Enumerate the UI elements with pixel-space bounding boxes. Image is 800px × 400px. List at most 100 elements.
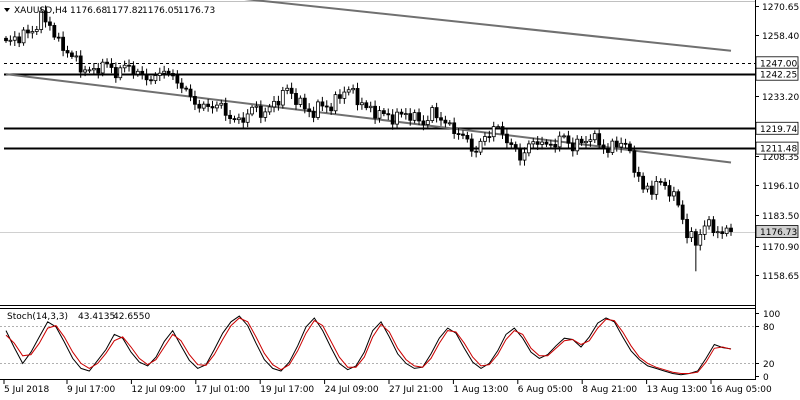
candle-body: [355, 88, 360, 106]
candle: [645, 182, 650, 193]
candle-body: [650, 185, 654, 195]
candle-body: [267, 106, 272, 113]
candle-body: [298, 97, 303, 105]
candle-body: [184, 87, 189, 90]
candle-body: [307, 108, 312, 112]
candle-body: [316, 101, 320, 118]
indicator-header: Stoch(14,3,3) 43.4135 42.6550: [7, 312, 150, 322]
candle-body: [395, 111, 399, 125]
candle-body: [280, 90, 285, 106]
candle-body: [452, 122, 457, 134]
candle-body: [228, 114, 232, 119]
candle-body: [505, 133, 509, 144]
price-tick-label: 1258.40: [762, 32, 799, 42]
candle: [447, 120, 452, 126]
candle-body: [597, 133, 602, 146]
candle: [210, 100, 215, 114]
candle-body: [443, 119, 448, 124]
candle: [52, 22, 57, 40]
price-tick-label: 1208.35: [762, 153, 799, 163]
candle: [729, 223, 733, 236]
candle: [78, 50, 83, 78]
candle-body: [131, 65, 136, 75]
candle: [588, 134, 593, 147]
candle: [175, 70, 180, 89]
candle-body: [487, 136, 492, 138]
time-tick-label: 13 Aug 13:00: [647, 385, 708, 395]
candle-body: [720, 231, 725, 234]
candle-body: [276, 100, 281, 106]
candle: [483, 132, 487, 146]
level-label-3-box: [755, 141, 799, 155]
time-tick-label: 12 Jul 09:00: [131, 385, 185, 395]
candle-body: [48, 21, 52, 26]
candle-body: [425, 120, 430, 125]
candle-body: [601, 144, 606, 149]
candle: [39, 7, 44, 34]
candle-body: [153, 75, 158, 82]
candle-body: [658, 180, 663, 183]
candle: [526, 140, 531, 157]
candle-body: [294, 93, 298, 105]
candle: [250, 105, 254, 117]
candle: [373, 100, 377, 124]
symbol-label: XAUUSD,H4: [14, 6, 68, 16]
candle-body: [526, 143, 531, 154]
candle-body: [610, 140, 615, 153]
candle-body: [105, 61, 109, 65]
collapse-triangle-icon[interactable]: [4, 8, 10, 12]
candle-body: [210, 106, 215, 109]
candle-body: [553, 144, 558, 148]
candle: [245, 109, 250, 128]
candle: [509, 138, 514, 149]
candle-body: [403, 113, 408, 115]
candle: [56, 32, 61, 42]
candle: [518, 143, 522, 166]
candle: [294, 88, 298, 110]
candle-body: [364, 102, 369, 109]
candle: [267, 103, 272, 115]
candle: [232, 115, 237, 123]
candle-body: [219, 102, 224, 106]
candle: [302, 93, 307, 114]
candle: [575, 135, 580, 155]
candle: [83, 65, 87, 77]
candle-body: [500, 126, 505, 135]
stoch-label: Stoch(14,3,3): [7, 312, 68, 322]
time-tick-label: 17 Jul 01:00: [196, 385, 250, 395]
candle: [570, 137, 575, 157]
candle: [109, 58, 114, 74]
candle: [584, 135, 588, 149]
candle-body: [632, 150, 637, 173]
candle-body: [636, 171, 641, 177]
candle: [680, 200, 685, 225]
candle: [316, 99, 320, 120]
candle-body: [474, 150, 479, 153]
candle-body: [109, 63, 114, 68]
candle-body: [654, 180, 659, 195]
stoch-axis: 100 80 20 0: [755, 310, 780, 383]
time-tick-label: 5 Jul 2018: [4, 385, 49, 395]
price-tick-label: 1170.90: [762, 243, 799, 253]
candle-body: [623, 142, 628, 145]
candle-body: [100, 61, 105, 74]
candle: [601, 139, 606, 154]
candle-body: [302, 97, 307, 110]
candle: [201, 101, 206, 111]
candle: [368, 101, 373, 113]
stoch-main-line: [5, 315, 732, 376]
candle: [610, 138, 615, 156]
candle-body: [87, 69, 92, 72]
ohlc-open: 1176.68: [70, 6, 107, 16]
level-label-3: 1211.48: [760, 145, 797, 155]
candle: [153, 72, 158, 85]
stoch-tick-label: 100: [763, 310, 780, 320]
candle: [425, 115, 430, 130]
candle: [228, 110, 232, 124]
candle-body: [606, 147, 610, 153]
candle-body: [197, 103, 202, 109]
candle-body: [373, 105, 377, 119]
candle: [531, 137, 536, 148]
candle: [715, 226, 720, 239]
level-label-1: 1242.25: [760, 71, 797, 81]
